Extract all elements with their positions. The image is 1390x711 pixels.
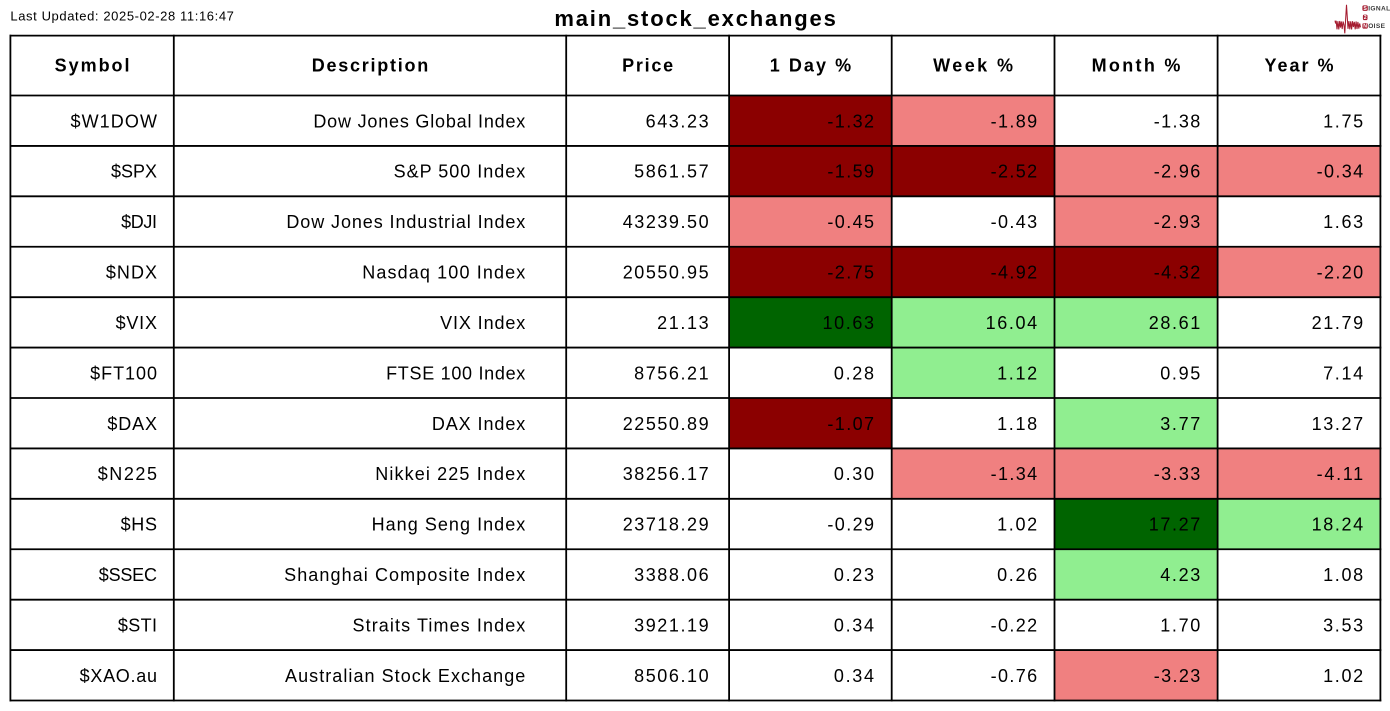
svg-text:1.02: 1.02 (997, 515, 1039, 535)
svg-text:1.63: 1.63 (1323, 212, 1365, 232)
svg-text:$FT100: $FT100 (90, 363, 158, 383)
svg-text:OISE: OISE (1368, 23, 1385, 30)
svg-text:$SPX: $SPX (111, 162, 157, 182)
svg-text:0.95: 0.95 (1160, 363, 1202, 383)
svg-text:Week %: Week % (933, 56, 1015, 76)
svg-text:21.79: 21.79 (1312, 313, 1365, 333)
svg-text:3388.06: 3388.06 (634, 565, 710, 585)
svg-text:-4.32: -4.32 (1154, 263, 1202, 283)
svg-text:$XAO.au: $XAO.au (80, 666, 158, 686)
svg-text:43239.50: 43239.50 (623, 212, 710, 232)
svg-text:1.12: 1.12 (997, 363, 1039, 383)
svg-text:FTSE 100 Index: FTSE 100 Index (386, 363, 526, 383)
svg-text:-0.34: -0.34 (1317, 162, 1365, 182)
svg-text:VIX Index: VIX Index (440, 313, 526, 333)
svg-text:DAX Index: DAX Index (432, 414, 526, 434)
svg-text:23718.29: 23718.29 (623, 515, 710, 535)
svg-text:Last Updated: 2025-02-28 11:16: Last Updated: 2025-02-28 11:16:47 (10, 8, 234, 23)
svg-text:8756.21: 8756.21 (634, 363, 710, 383)
svg-text:1.70: 1.70 (1160, 615, 1202, 635)
svg-text:21.13: 21.13 (657, 313, 710, 333)
svg-text:3.53: 3.53 (1323, 615, 1365, 635)
svg-text:-3.33: -3.33 (1154, 464, 1202, 484)
svg-text:-4.92: -4.92 (991, 263, 1039, 283)
svg-text:-4.11: -4.11 (1317, 464, 1365, 484)
svg-text:17.27: 17.27 (1149, 515, 1202, 535)
svg-text:S&P 500 Index: S&P 500 Index (394, 162, 527, 182)
svg-text:13.27: 13.27 (1312, 414, 1365, 434)
svg-text:-1.32: -1.32 (827, 111, 875, 131)
svg-text:16.04: 16.04 (986, 313, 1039, 333)
svg-text:Nasdaq 100 Index: Nasdaq 100 Index (362, 263, 526, 283)
svg-text:Year %: Year % (1265, 56, 1336, 76)
svg-text:Dow Jones Industrial Index: Dow Jones Industrial Index (286, 212, 526, 232)
svg-text:Hang Seng Index: Hang Seng Index (372, 515, 527, 535)
svg-text:Month %: Month % (1092, 56, 1183, 76)
svg-text:Australian Stock Exchange: Australian Stock Exchange (285, 666, 526, 686)
svg-text:$DAX: $DAX (107, 414, 158, 434)
svg-text:20550.95: 20550.95 (623, 263, 710, 283)
svg-text:4.23: 4.23 (1160, 565, 1202, 585)
svg-text:1 Day %: 1 Day % (770, 56, 853, 76)
svg-text:22550.89: 22550.89 (623, 414, 710, 434)
svg-text:0.23: 0.23 (834, 565, 876, 585)
svg-text:Nikkei 225 Index: Nikkei 225 Index (375, 464, 526, 484)
svg-text:-3.23: -3.23 (1154, 666, 1202, 686)
svg-text:$NDX: $NDX (106, 263, 158, 283)
svg-text:18.24: 18.24 (1312, 515, 1365, 535)
svg-text:Straits Times Index: Straits Times Index (353, 615, 527, 635)
svg-text:$STI: $STI (118, 615, 158, 635)
svg-text:-0.43: -0.43 (991, 212, 1039, 232)
svg-text:643.23: 643.23 (646, 111, 711, 131)
svg-text:-1.34: -1.34 (991, 464, 1039, 484)
svg-text:8506.10: 8506.10 (634, 666, 710, 686)
svg-text:$W1DOW: $W1DOW (70, 111, 158, 131)
svg-text:1.18: 1.18 (997, 414, 1039, 434)
svg-text:0.34: 0.34 (834, 615, 876, 635)
svg-text:-1.59: -1.59 (827, 162, 875, 182)
svg-text:3921.19: 3921.19 (634, 615, 710, 635)
svg-text:2: 2 (1364, 15, 1367, 21)
svg-text:38256.17: 38256.17 (623, 464, 710, 484)
svg-text:Price: Price (622, 56, 675, 76)
svg-text:$SSEC: $SSEC (99, 565, 157, 585)
svg-text:-2.52: -2.52 (991, 162, 1039, 182)
svg-text:28.61: 28.61 (1149, 313, 1202, 333)
svg-text:5861.57: 5861.57 (634, 162, 710, 182)
svg-text:1.08: 1.08 (1323, 565, 1365, 585)
svg-text:10.63: 10.63 (822, 313, 875, 333)
svg-text:-2.96: -2.96 (1154, 162, 1202, 182)
svg-text:-2.75: -2.75 (827, 263, 875, 283)
svg-text:-1.07: -1.07 (827, 414, 875, 434)
svg-text:0.34: 0.34 (834, 666, 876, 686)
svg-text:1.02: 1.02 (1323, 666, 1365, 686)
svg-text:0.30: 0.30 (834, 464, 876, 484)
svg-text:Symbol: Symbol (55, 56, 132, 76)
svg-text:-0.45: -0.45 (827, 212, 875, 232)
svg-text:-0.22: -0.22 (991, 615, 1039, 635)
svg-text:1.75: 1.75 (1323, 111, 1365, 131)
svg-text:-0.76: -0.76 (991, 666, 1039, 686)
svg-text:Dow Jones Global Index: Dow Jones Global Index (313, 111, 526, 131)
svg-text:-1.38: -1.38 (1154, 111, 1202, 131)
svg-text:S: S (1363, 6, 1367, 12)
svg-text:3.77: 3.77 (1160, 414, 1202, 434)
svg-text:$DJI: $DJI (121, 212, 157, 232)
svg-text:main_stock_exchanges: main_stock_exchanges (554, 6, 837, 31)
svg-text:0.28: 0.28 (834, 363, 876, 383)
svg-text:-2.20: -2.20 (1317, 263, 1365, 283)
svg-text:Shanghai Composite Index: Shanghai Composite Index (284, 565, 526, 585)
svg-text:N: N (1363, 24, 1367, 30)
svg-text:$VIX: $VIX (116, 313, 158, 333)
svg-text:Description: Description (312, 56, 430, 76)
svg-text:7.14: 7.14 (1323, 363, 1365, 383)
svg-text:$HS: $HS (121, 515, 158, 535)
svg-text:-1.89: -1.89 (991, 111, 1039, 131)
svg-text:-2.93: -2.93 (1154, 212, 1202, 232)
svg-text:-0.29: -0.29 (827, 515, 875, 535)
svg-text:0.26: 0.26 (997, 565, 1039, 585)
svg-text:IGNAL: IGNAL (1368, 6, 1390, 13)
svg-text:$N225: $N225 (98, 464, 159, 484)
